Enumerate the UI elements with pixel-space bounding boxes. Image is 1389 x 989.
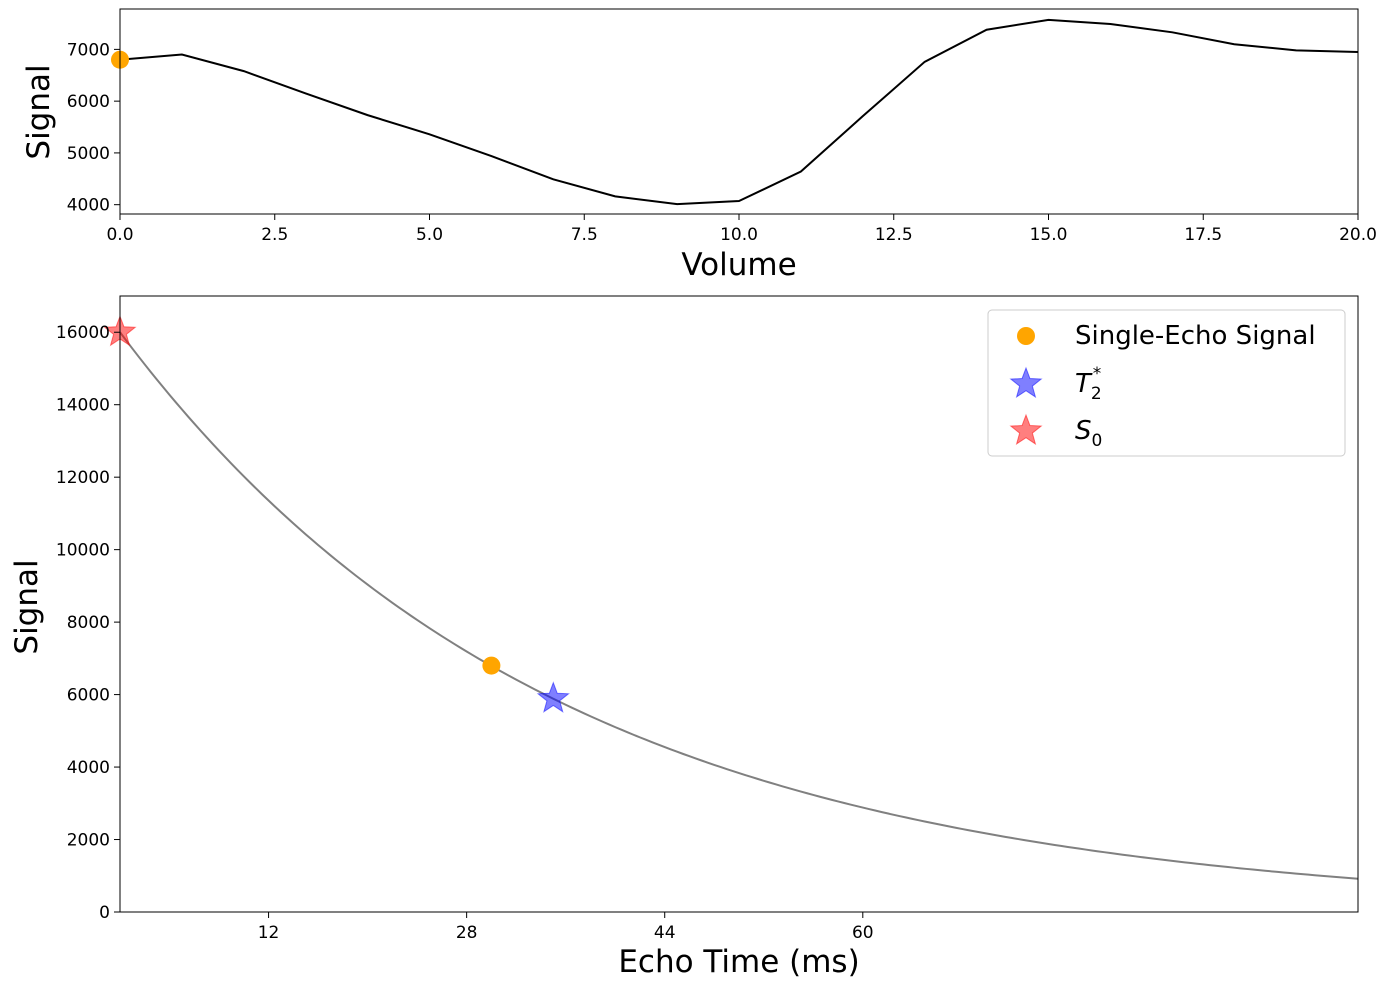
legend-frame — [987, 309, 1346, 457]
top-x-tick-label: 12.5 — [875, 225, 913, 245]
top-signal-line — [119, 18, 1359, 206]
top-series-layer — [111, 18, 1359, 206]
top-x-tick-label: 0.0 — [106, 225, 133, 245]
bottom-y-tick-label: 2000 — [67, 831, 110, 851]
bottom-y-tick-label: 8000 — [67, 613, 110, 633]
bottom-y-tick-label: 16000 — [56, 323, 110, 343]
bottom-x-tick-label: 28 — [456, 923, 478, 943]
legend-label-single-echo: Single-Echo Signal — [1075, 321, 1316, 351]
legend-label-s0: S0 — [1075, 416, 1102, 451]
bottom-x-tick-label: 44 — [654, 923, 676, 943]
bottom-axes-frame — [119, 295, 1359, 913]
legend-markers — [1009, 327, 1043, 446]
legend-label-t2star: T2* — [1075, 364, 1102, 404]
top-y-ticks: 4000 5000 6000 7000 — [67, 40, 120, 216]
top-y-axis-label: Signal — [21, 64, 57, 159]
bottom-x-ticks: 12 28 44 60 — [258, 912, 874, 943]
top-x-ticks: 0.0 2.5 5.0 7.5 10.0 12.5 15.0 17.5 20.0 — [106, 214, 1377, 245]
bottom-y-axis-label: Signal — [9, 559, 45, 654]
top-y-tick-label: 4000 — [67, 196, 110, 216]
bottom-y-tick-label: 12000 — [56, 468, 110, 488]
top-x-tick-label: 5.0 — [416, 225, 443, 245]
bottom-y-tick-label: 10000 — [56, 541, 110, 561]
legend-marker-single-echo — [1017, 327, 1035, 345]
bottom-chart: 12 28 44 60 0 2000 4000 6000 8000 10000 12000 1400… — [9, 295, 1359, 980]
top-x-tick-label: 7.5 — [571, 225, 598, 245]
bottom-y-tick-label: 6000 — [67, 686, 110, 706]
top-x-tick-label: 15.0 — [1030, 225, 1068, 245]
top-y-tick-label: 6000 — [67, 92, 110, 112]
top-y-tick-label: 5000 — [67, 144, 110, 164]
legend-t2star-subscript: 2 — [1091, 384, 1102, 404]
legend: Single-Echo Signal T2* S0 — [987, 309, 1346, 457]
top-x-tick-label: 10.0 — [720, 225, 758, 245]
bottom-y-tick-label: 4000 — [67, 758, 110, 778]
legend-s0-main: S — [1075, 416, 1092, 446]
legend-t2star-superscript: * — [1093, 364, 1102, 384]
top-x-tick-label: 20.0 — [1339, 225, 1377, 245]
t2star-point — [536, 681, 570, 713]
legend-s0-subscript: 0 — [1092, 431, 1103, 451]
legend-marker-t2star — [1009, 366, 1043, 399]
top-chart: 0.0 2.5 5.0 7.5 10.0 12.5 15.0 17.5 20.0 4000 500… — [21, 8, 1377, 283]
top-x-tick-label: 17.5 — [1184, 225, 1222, 245]
top-x-tick-label: 2.5 — [261, 225, 288, 245]
single-echo-point — [482, 656, 501, 675]
bottom-y-tick-label: 0 — [99, 903, 110, 923]
legend-marker-s0 — [1009, 413, 1043, 446]
bottom-x-tick-label: 60 — [852, 923, 874, 943]
bottom-y-ticks: 0 2000 4000 6000 8000 10000 12000 14000 16000 — [56, 323, 120, 923]
bottom-x-axis-label: Echo Time (ms) — [618, 944, 859, 980]
top-axes-frame — [119, 8, 1359, 215]
bottom-x-tick-label: 12 — [258, 923, 280, 943]
bottom-y-tick-label: 14000 — [56, 396, 110, 416]
top-y-tick-label: 7000 — [67, 40, 110, 60]
top-x-axis-label: Volume — [681, 247, 796, 283]
decay-curve — [119, 331, 1359, 880]
legend-t2star-main: T — [1075, 369, 1093, 399]
